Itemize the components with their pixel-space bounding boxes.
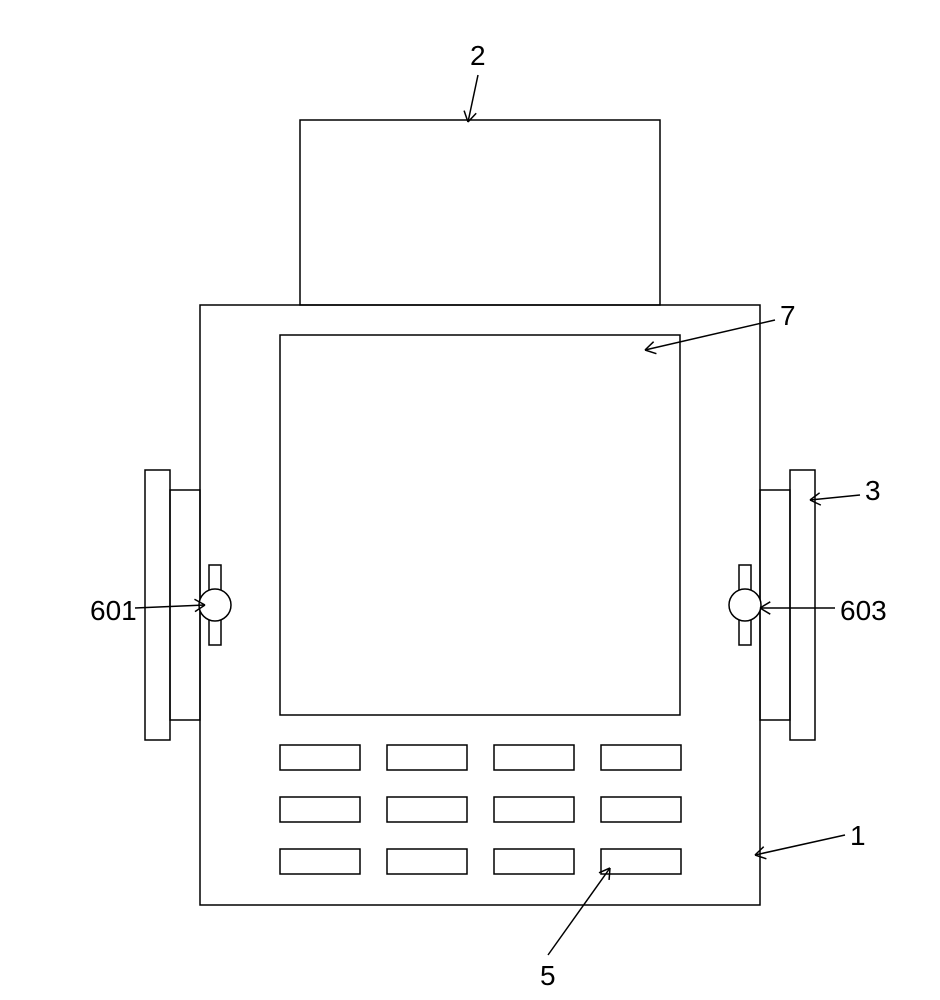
right-knob bbox=[729, 589, 761, 621]
callout-leader bbox=[548, 868, 610, 955]
screen bbox=[280, 335, 680, 715]
left-outer-panel bbox=[145, 470, 170, 740]
callout-label-7: 7 bbox=[780, 300, 796, 332]
keypad-button bbox=[387, 745, 467, 770]
callout-label-3: 3 bbox=[865, 475, 881, 507]
keypad-button bbox=[601, 849, 681, 874]
callout-label-603: 603 bbox=[840, 595, 887, 627]
callout-leader bbox=[468, 75, 478, 122]
callout-label-601: 601 bbox=[90, 595, 137, 627]
callout-label-2: 2 bbox=[470, 40, 486, 72]
callout-leader bbox=[810, 495, 860, 500]
top-panel bbox=[300, 120, 660, 305]
right-outer-panel bbox=[790, 470, 815, 740]
keypad-button bbox=[387, 797, 467, 822]
keypad-button bbox=[280, 797, 360, 822]
keypad-button bbox=[494, 797, 574, 822]
keypad-button bbox=[601, 745, 681, 770]
callout-label-5: 5 bbox=[540, 960, 556, 992]
callout-label-1: 1 bbox=[850, 820, 866, 852]
keypad-button bbox=[387, 849, 467, 874]
keypad-button bbox=[280, 849, 360, 874]
main-body bbox=[200, 305, 760, 905]
keypad-button bbox=[601, 797, 681, 822]
diagram-canvas bbox=[0, 0, 940, 1000]
callout-leader bbox=[755, 835, 845, 855]
keypad-button bbox=[280, 745, 360, 770]
keypad-button bbox=[494, 849, 574, 874]
keypad-button bbox=[494, 745, 574, 770]
